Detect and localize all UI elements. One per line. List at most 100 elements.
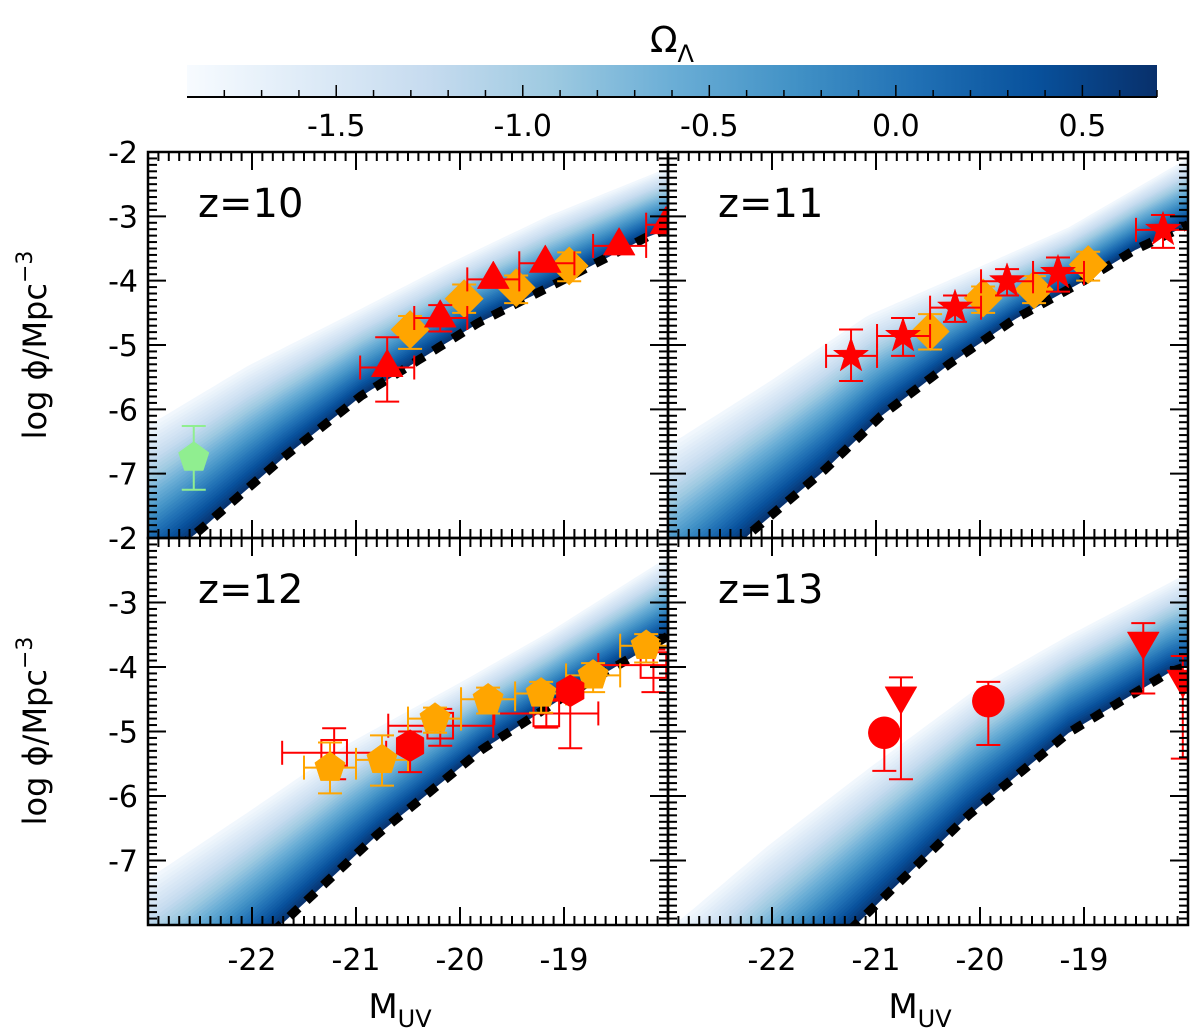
- x-axis-label-left-sub: UV: [398, 1005, 433, 1033]
- data-point: [496, 268, 536, 308]
- data-point: [518, 244, 576, 276]
- series-circle: [868, 680, 1005, 772]
- marker-hexagon: [395, 729, 425, 762]
- panel-z-13: z=13: [666, 536, 1190, 927]
- y-tick-label: -5: [108, 716, 138, 751]
- marker-triangle-up: [370, 348, 404, 377]
- y-tick-label: -6: [108, 393, 138, 428]
- x-axis-label-left-main: M: [368, 987, 397, 1027]
- marker-triangle-up: [528, 244, 562, 273]
- data-point: [592, 227, 648, 258]
- marker-pentagon: [178, 441, 210, 471]
- x-tick-label: -20: [956, 943, 1005, 978]
- x-tick-label: -21: [852, 943, 901, 978]
- marker-star: [936, 288, 974, 324]
- marker-star: [832, 336, 870, 372]
- colorbar-tick-label: -1.0: [493, 109, 552, 144]
- model-dashed-line: [183, 224, 668, 538]
- x-tick-label: -19: [1060, 943, 1109, 978]
- marker-star: [1039, 253, 1077, 289]
- colorbar-title: ΩΛ: [650, 20, 695, 68]
- series-triangle-down: [884, 622, 1188, 781]
- marker-pentagon: [366, 743, 398, 774]
- data-point: [359, 336, 416, 403]
- y-tick-label: -3: [108, 587, 138, 622]
- x-axis-label-right: MUV: [888, 987, 952, 1033]
- y-tick-label: -7: [108, 458, 138, 493]
- ticks: [668, 538, 1188, 925]
- data-point: [972, 680, 1005, 747]
- data-point: [390, 310, 430, 350]
- series-pentagon: [303, 629, 668, 795]
- x-tick-label: -21: [332, 943, 381, 978]
- y-axis-label-bottom-sup: −3: [13, 637, 38, 669]
- marker-pentagon: [419, 702, 451, 732]
- data-point: [1166, 655, 1188, 760]
- y-axis-label-bottom-main: log ϕ/Mpc: [16, 669, 54, 825]
- model-band-layer: [148, 167, 668, 431]
- data-point: [1068, 245, 1108, 285]
- x-tick-label: -22: [748, 943, 797, 978]
- x-tick-label: -20: [436, 943, 485, 978]
- colorbar-title-main: Ω: [650, 20, 678, 61]
- data-point: [444, 279, 484, 319]
- marker-triangle-up: [423, 299, 457, 328]
- model-band: [668, 158, 1188, 538]
- data-point: [549, 246, 589, 286]
- marker-pentagon: [577, 659, 609, 689]
- series-hexagon: [395, 674, 585, 774]
- marker-star: [1144, 210, 1182, 246]
- data-point: [303, 741, 357, 795]
- colorbar-tick-label: 0.0: [872, 109, 920, 144]
- y-tick-label: -2: [108, 136, 138, 171]
- y-axis-label-top-main: log ϕ/Mpc: [16, 283, 54, 439]
- marker-diamond: [1014, 270, 1054, 310]
- marker-pentagon: [314, 751, 346, 781]
- colorbar-tick-label: -1.5: [307, 109, 366, 144]
- y-axis-label-bottom: log ϕ/Mpc−3: [13, 637, 54, 826]
- y-tick-label: -4: [108, 651, 138, 686]
- colorbar-tick-label: -0.5: [680, 109, 739, 144]
- data-point: [884, 676, 918, 781]
- data-point: [565, 659, 622, 694]
- marker-circle: [972, 684, 1005, 718]
- panels: z=10 -2 -3 -4 -5 -6 -7 z=11 z=12 -2 -3 -4 -5 -6 -7 -22 -…: [108, 136, 1190, 978]
- y-tick-label: -3: [108, 200, 138, 235]
- marker-hexagon: [556, 674, 585, 708]
- marker-triangle-down: [1126, 631, 1160, 661]
- data-point: [178, 425, 210, 491]
- y-tick-label: -6: [108, 780, 138, 815]
- marker-triangle-up: [602, 227, 636, 256]
- data-point: [1014, 270, 1054, 310]
- data-point: [407, 702, 463, 734]
- marker-triangle-up: [649, 205, 668, 235]
- data-point: [1032, 253, 1085, 293]
- ticks: [148, 152, 668, 538]
- panel-label: z=13: [718, 567, 823, 613]
- x-tick-label: -19: [540, 943, 589, 978]
- series-triangle-up: [359, 205, 668, 403]
- y-axis-label-top: log ϕ/Mpc−3: [13, 251, 54, 440]
- series-diamond: [390, 246, 589, 350]
- marker-diamond: [1068, 245, 1108, 285]
- panel-label: z=12: [198, 567, 303, 613]
- colorbar: -1.5 -1.0 -0.5 0.0 0.5: [187, 65, 1158, 144]
- data-point: [556, 674, 585, 750]
- ticks: [148, 538, 668, 925]
- series-pentagon: [178, 425, 210, 491]
- model-dashed-line: [738, 220, 1188, 538]
- model-dashed-line: [848, 661, 1188, 925]
- x-axis-label-right-sub: UV: [918, 1005, 953, 1033]
- marker-star: [988, 262, 1026, 297]
- data-point: [413, 299, 469, 333]
- x-axis-label-left: MUV: [368, 987, 432, 1033]
- data-point: [876, 316, 932, 357]
- data-point: [514, 677, 568, 714]
- colorbar-tick-label: 0.5: [1059, 109, 1107, 144]
- panel-z-11: z=11: [666, 150, 1190, 540]
- colorbar-title-sub: Λ: [678, 40, 695, 68]
- data-point: [619, 629, 668, 664]
- data-point: [825, 328, 879, 383]
- x-axis-label-right-main: M: [888, 987, 917, 1027]
